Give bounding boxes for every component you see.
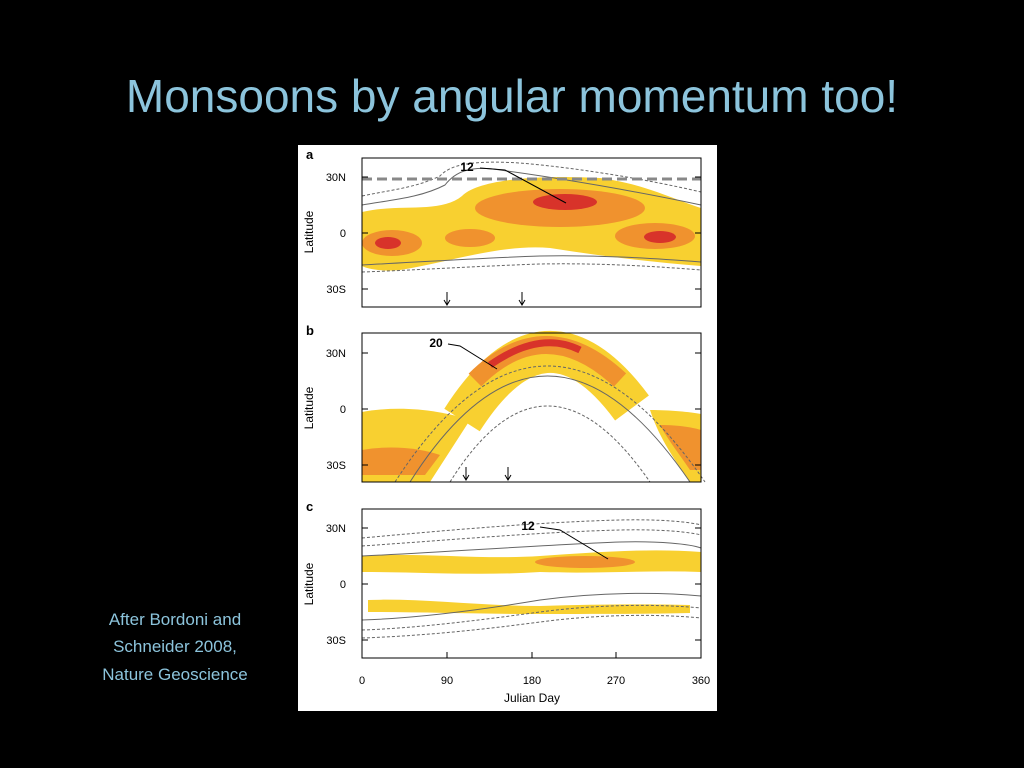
contour-line — [361, 519, 702, 539]
tick-marks — [362, 527, 701, 658]
contour-fill — [445, 229, 495, 247]
y-tick-label: 30N — [326, 523, 346, 535]
leader-line — [539, 526, 609, 560]
arrow — [443, 292, 526, 306]
plot-frame — [361, 332, 702, 483]
leader-line — [479, 167, 567, 204]
contour-line — [361, 614, 702, 639]
annotation: 12 — [521, 519, 535, 533]
x-axis-label: Julian Day — [504, 691, 560, 705]
arrow — [462, 467, 512, 481]
x-tick-label: 0 — [359, 675, 365, 687]
contour-line — [361, 161, 702, 197]
contour-fill — [644, 231, 676, 243]
leader-line — [447, 343, 498, 370]
caption-line: Schneider 2008, — [113, 637, 237, 656]
contour-fill — [362, 447, 440, 475]
contour-fill — [375, 237, 401, 249]
y-tick-label: 30S — [326, 460, 346, 472]
contour-fill — [487, 339, 582, 368]
x-tick-label: 90 — [441, 675, 453, 687]
y-tick-label: 30N — [326, 348, 346, 360]
caption-line: After Bordoni and — [109, 610, 241, 629]
panel-label: b — [306, 323, 314, 338]
x-tick-label: 270 — [607, 675, 625, 687]
contour-line — [361, 541, 702, 557]
panel-b: 20 b 30N 0 30S Latitude — [302, 323, 706, 483]
y-tick-label: 30N — [326, 172, 346, 184]
contour-line — [394, 365, 706, 483]
x-tick-label: 180 — [523, 675, 541, 687]
x-tick-label: 360 — [692, 675, 710, 687]
contour-line — [409, 375, 691, 483]
y-axis-label: Latitude — [302, 210, 316, 253]
y-tick-label: 0 — [340, 579, 346, 591]
contour-fill — [535, 556, 635, 568]
annotation: 12 — [460, 160, 474, 174]
contour-fill — [362, 550, 701, 574]
annotation: 20 — [429, 336, 443, 350]
y-axis-label: Latitude — [302, 386, 316, 429]
contour-fill — [368, 599, 690, 614]
contour-line — [361, 255, 702, 266]
y-axis-label: Latitude — [302, 562, 316, 605]
contour-line — [361, 529, 702, 547]
contour-line — [361, 592, 702, 621]
tick-marks — [362, 352, 701, 466]
contour-line — [361, 604, 702, 631]
contour-line — [361, 263, 702, 273]
y-tick-label: 30S — [326, 635, 346, 647]
caption-line: Nature Geoscience — [102, 665, 248, 684]
panel-c: 12 c 30N 0 30S Latitude 0 90 180 270 360… — [302, 499, 710, 705]
panel-label: c — [306, 499, 313, 514]
y-tick-label: 30S — [326, 284, 346, 296]
panel-label: a — [306, 147, 314, 162]
contour-line — [449, 405, 651, 483]
slide-title: Monsoons by angular momentum too! — [126, 70, 898, 122]
tick-marks — [362, 176, 701, 290]
panel-a: 12 a 30N 0 30S Latitude — [302, 147, 702, 308]
y-tick-label: 0 — [340, 404, 346, 416]
y-tick-label: 0 — [340, 228, 346, 240]
